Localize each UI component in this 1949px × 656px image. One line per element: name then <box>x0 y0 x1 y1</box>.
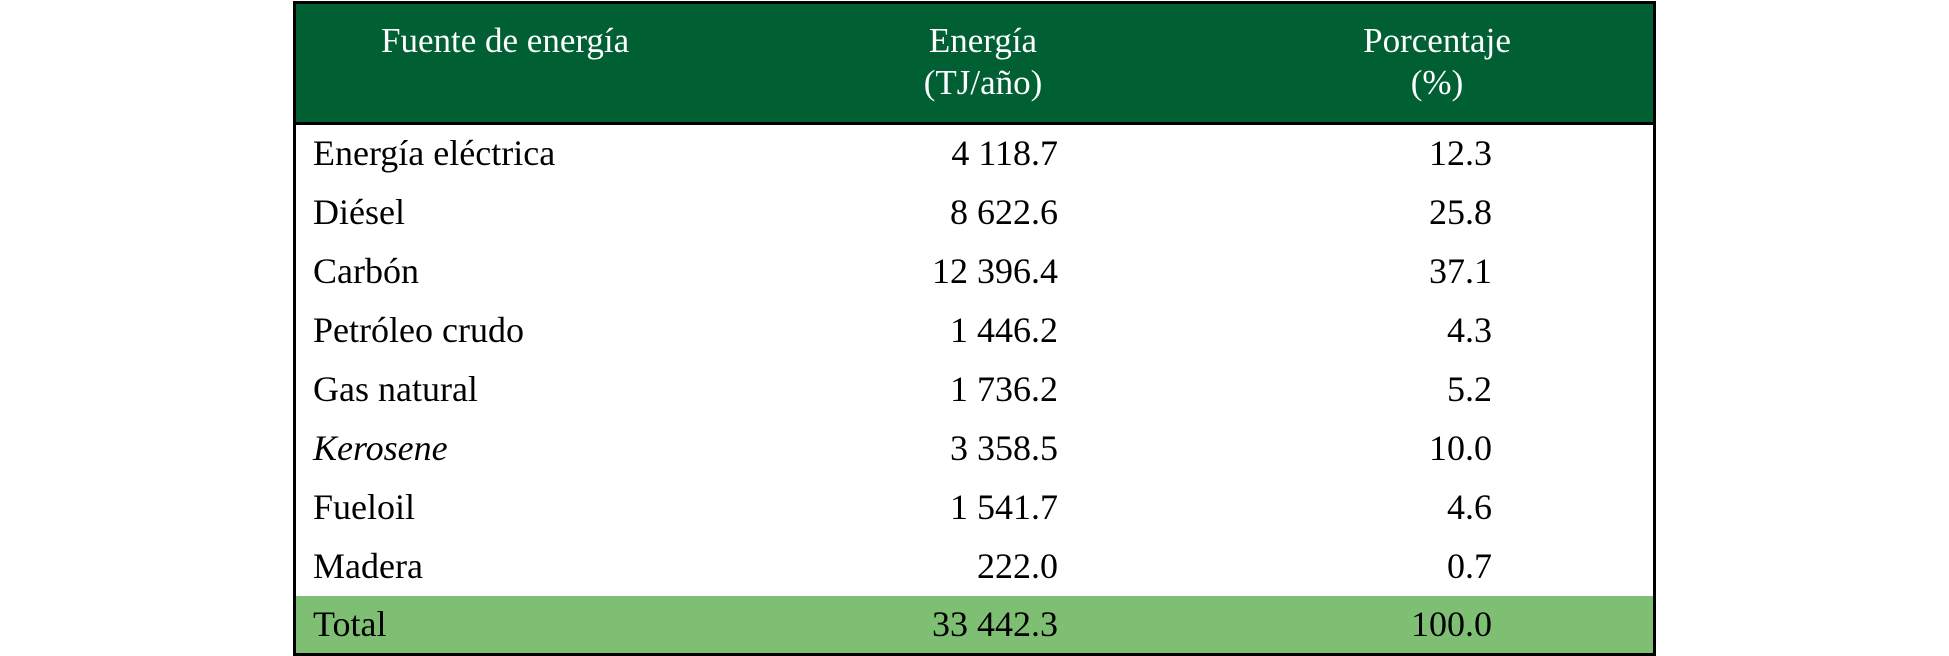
table-row: Gas natural 1 736.2 5.2 <box>296 360 1653 419</box>
header-energy: Energía (TJ/año) <box>883 20 1083 104</box>
source-cell: Carbón <box>313 251 419 291</box>
source-cell: Kerosene <box>313 428 448 468</box>
table-row: Energía eléctrica 4 118.7 12.3 <box>296 124 1653 183</box>
energy-table: Fuente de energía Energía (TJ/año) Porce… <box>293 1 1656 656</box>
energy-cell: 4 118.7 <box>951 133 1058 173</box>
table-header: Fuente de energía Energía (TJ/año) Porce… <box>296 4 1653 125</box>
source-cell: Diésel <box>313 192 405 232</box>
total-label: Total <box>313 604 387 644</box>
percent-cell: 12.3 <box>1429 133 1492 173</box>
energy-cell: 1 736.2 <box>950 369 1058 409</box>
header-energy-label: Energía <box>928 21 1038 60</box>
table-row: Fueloil 1 541.7 4.6 <box>296 478 1653 537</box>
energy-cell: 222.0 <box>977 546 1058 586</box>
table-row: Madera 222.0 0.7 <box>296 537 1653 596</box>
percent-cell: 5.2 <box>1447 369 1492 409</box>
total-energy: 33 442.3 <box>932 604 1058 644</box>
percent-cell: 10.0 <box>1429 428 1492 468</box>
energy-cell: 1 541.7 <box>950 487 1058 527</box>
energy-cell: 3 358.5 <box>950 428 1058 468</box>
total-percent: 100.0 <box>1411 604 1492 644</box>
table-row: Petróleo crudo 1 446.2 4.3 <box>296 301 1653 360</box>
source-cell: Petróleo crudo <box>313 310 524 350</box>
source-cell: Madera <box>313 546 423 586</box>
percent-cell: 25.8 <box>1429 192 1492 232</box>
table-row: Kerosene 3 358.5 10.0 <box>296 419 1653 478</box>
energy-cell: 12 396.4 <box>932 251 1058 291</box>
header-source: Fuente de energía <box>381 21 630 60</box>
header-percent-unit: (%) <box>1410 63 1464 102</box>
header-energy-unit: (TJ/año) <box>923 63 1043 102</box>
percent-cell: 37.1 <box>1429 251 1492 291</box>
header-percent-label: Porcentaje <box>1363 21 1511 60</box>
source-cell: Energía eléctrica <box>313 133 556 173</box>
percent-cell: 4.3 <box>1447 310 1492 350</box>
source-cell: Fueloil <box>313 487 416 527</box>
percent-cell: 4.6 <box>1447 487 1492 527</box>
percent-cell: 0.7 <box>1447 546 1492 586</box>
table-row: Carbón 12 396.4 37.1 <box>296 242 1653 301</box>
energy-cell: 1 446.2 <box>950 310 1058 350</box>
table-row: Diésel 8 622.6 25.8 <box>296 183 1653 242</box>
header-percent: Porcentaje (%) <box>1337 20 1537 104</box>
source-cell: Gas natural <box>313 369 478 409</box>
total-row: Total 33 442.3 100.0 <box>296 596 1653 653</box>
energy-cell: 8 622.6 <box>950 192 1058 232</box>
